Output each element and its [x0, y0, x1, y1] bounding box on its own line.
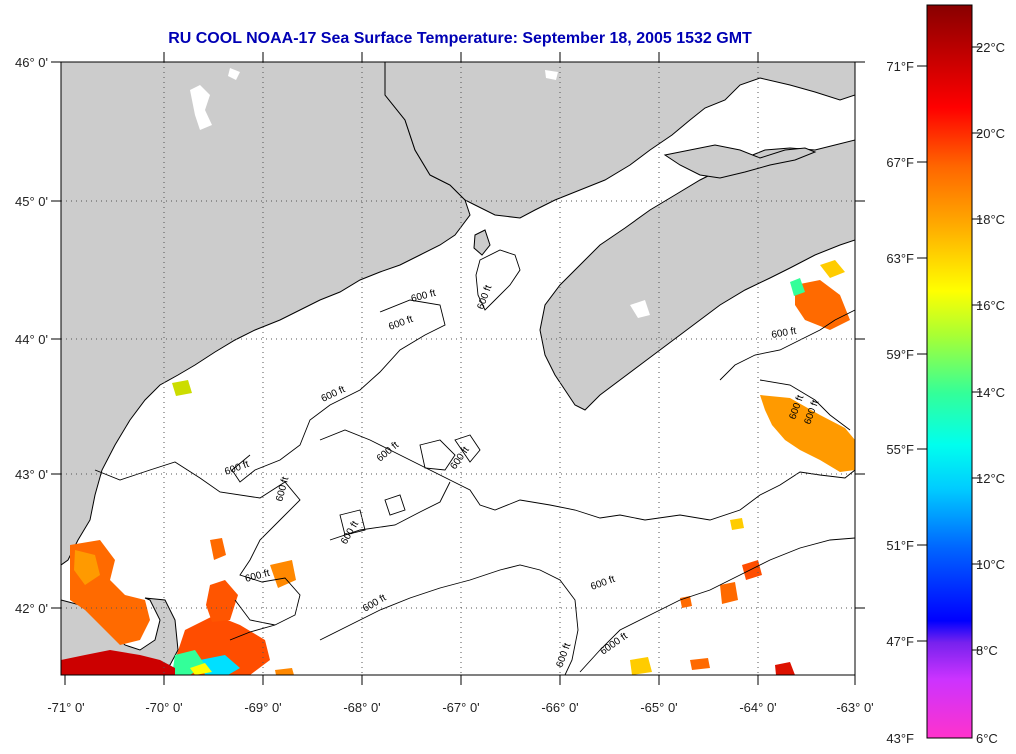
colorbar-c-label: 12°C: [976, 471, 1005, 486]
land-canada-nb: [384, 62, 855, 219]
colorbar: 71°F 67°F 63°F 59°F 55°F 51°F 47°F 43°F …: [886, 4, 1005, 746]
latitude-labels: 46° 0' 45° 0' 44° 0' 43° 0' 42° 0': [15, 55, 48, 616]
lat-label: 44° 0': [15, 332, 48, 347]
lon-label: -65° 0': [640, 700, 677, 715]
lat-label: 43° 0': [15, 467, 48, 482]
map-title: RU COOL NOAA-17 Sea Surface Temperature:…: [168, 30, 752, 47]
lon-label: -66° 0': [541, 700, 578, 715]
colorbar-c-label: 18°C: [976, 212, 1005, 227]
colorbar-f-label: 63°F: [886, 251, 914, 266]
contour-label: 600 ft: [771, 326, 798, 341]
lon-label: -70° 0': [145, 700, 182, 715]
colorbar-f-label: 51°F: [886, 538, 914, 553]
land-grand-manan: [473, 229, 491, 256]
colorbar-f-label: 47°F: [886, 634, 914, 649]
colorbar-c-label: 22°C: [976, 40, 1005, 55]
lon-label: -63° 0': [836, 700, 873, 715]
colorbar-ticks: [917, 46, 982, 651]
colorbar-c-label: 8°C: [976, 643, 998, 658]
colorbar-c-label: 16°C: [976, 298, 1005, 313]
colorbar-gradient: [926, 4, 973, 739]
colorbar-f-label: 71°F: [886, 59, 914, 74]
graticule: [61, 62, 855, 675]
lon-label: -71° 0': [47, 700, 84, 715]
bathymetry-contours: [94, 249, 855, 675]
map-frame: [60, 61, 856, 676]
colorbar-f-label: 43°F: [886, 731, 914, 746]
colorbar-c-label: 6°C: [976, 731, 998, 746]
sst-patches: [61, 260, 855, 675]
colorbar-c-label: 20°C: [976, 126, 1005, 141]
colorbar-c-label: 10°C: [976, 557, 1005, 572]
colorbar-c-label: 14°C: [976, 385, 1005, 400]
lon-label: -69° 0': [244, 700, 281, 715]
lon-label: -67° 0': [442, 700, 479, 715]
colorbar-f-label: 55°F: [886, 442, 914, 457]
land-pei-area: [663, 144, 817, 179]
lat-label: 45° 0': [15, 194, 48, 209]
colorbar-f-label: 67°F: [886, 155, 914, 170]
lat-label: 42° 0': [15, 601, 48, 616]
axis-ticks: [51, 52, 865, 685]
lon-label: -64° 0': [739, 700, 776, 715]
lat-label: 46° 0': [15, 55, 48, 70]
lon-label: -68° 0': [343, 700, 380, 715]
longitude-labels: -71° 0' -70° 0' -69° 0' -68° 0' -67° 0' …: [47, 700, 873, 715]
colorbar-f-label: 59°F: [886, 347, 914, 362]
map-panel: [61, 62, 855, 675]
